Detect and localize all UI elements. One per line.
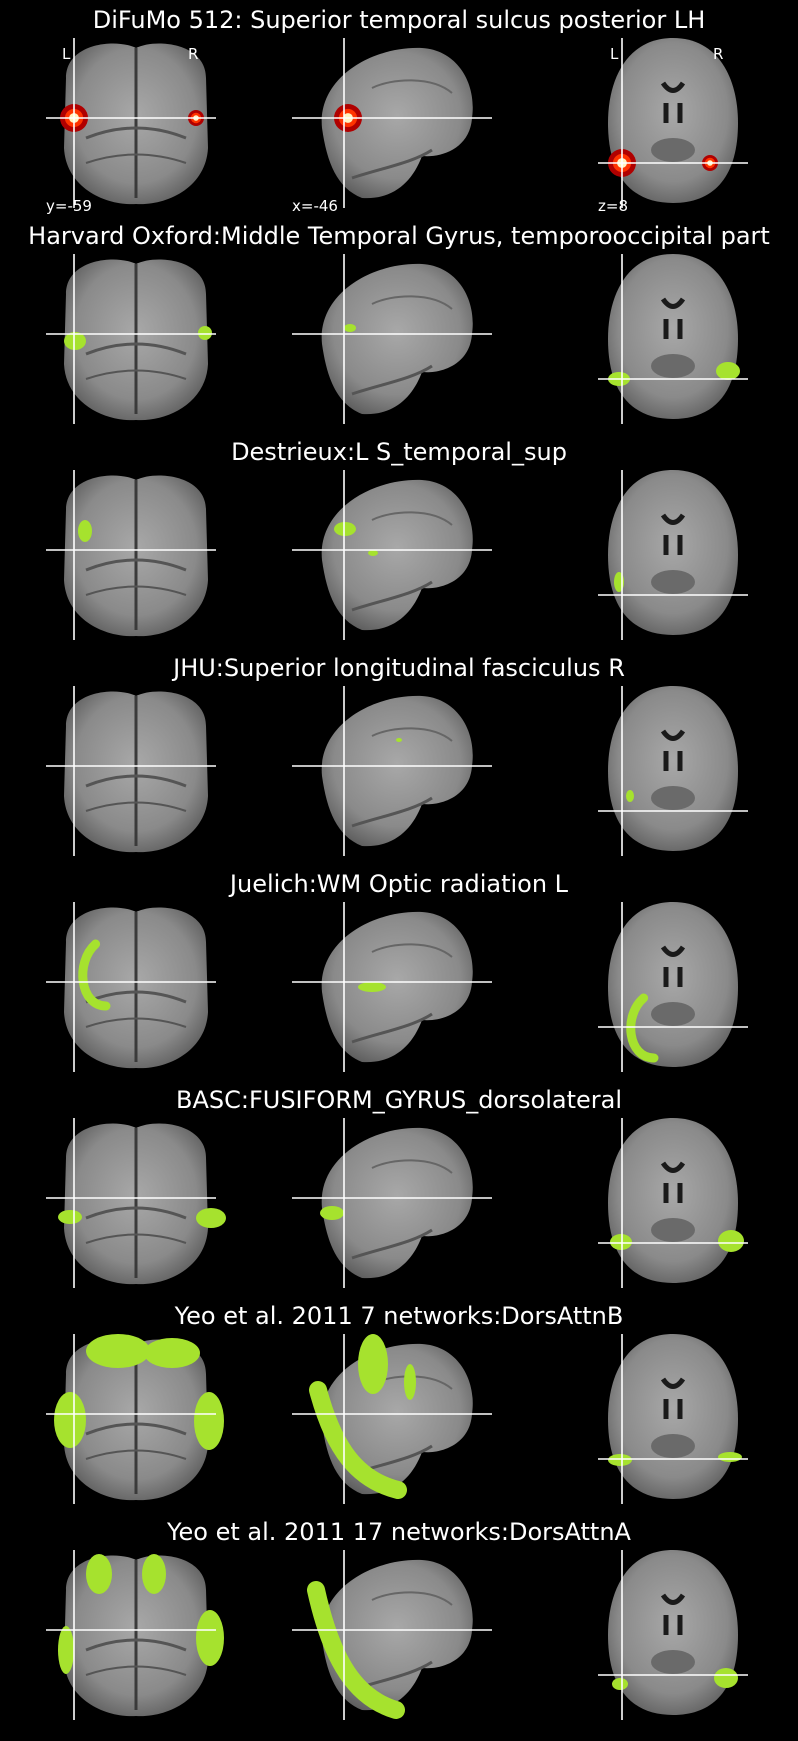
brain-outline <box>321 695 473 847</box>
axial-slice <box>598 1550 748 1720</box>
atlas-region <box>196 1208 226 1228</box>
panel-title: DiFuMo 512: Superior temporal sulcus pos… <box>92 6 706 34</box>
atlas-region <box>368 550 378 556</box>
brain-outline <box>608 902 738 1067</box>
brain-outline <box>608 1118 738 1283</box>
axial-slice <box>598 902 748 1072</box>
coronal-slice <box>46 902 216 1072</box>
sagittal-slice <box>292 1550 492 1720</box>
coronal-slice <box>46 686 216 856</box>
atlas-region <box>718 1452 742 1462</box>
cut-coordinate-label: y=-59 <box>46 197 92 215</box>
sagittal-slice <box>292 470 492 640</box>
atlas-region <box>58 1210 82 1224</box>
brain-outline <box>608 1334 738 1499</box>
brain-outline <box>321 1127 473 1279</box>
orientation-label: R <box>188 45 199 63</box>
atlas-region <box>358 1334 388 1394</box>
coronal-slice <box>46 1118 226 1288</box>
brain-outline <box>321 911 473 1063</box>
sagittal-slice <box>292 902 492 1072</box>
panel-title: Juelich:WM Optic radiation L <box>229 870 569 898</box>
atlas-region <box>142 1554 166 1594</box>
axial-slice <box>598 254 748 424</box>
brain-outline <box>321 263 473 415</box>
panel-title: Destrieux:L S_temporal_sup <box>231 438 567 466</box>
atlas-region <box>78 520 92 542</box>
cut-coordinate-label: x=-46 <box>292 197 338 215</box>
panel-title: Yeo et al. 2011 17 networks:DorsAttnA <box>167 1518 631 1546</box>
panel-title: Yeo et al. 2011 7 networks:DorsAttnB <box>174 1302 624 1330</box>
coronal-slice <box>46 470 216 640</box>
atlas-region <box>196 1610 224 1666</box>
atlas-region <box>86 1554 112 1594</box>
brain-outline <box>321 47 473 199</box>
orientation-label: L <box>62 45 71 63</box>
coronal-slice <box>46 254 216 424</box>
cut-coordinate-label: z=8 <box>598 197 628 215</box>
atlas-region <box>86 1334 150 1368</box>
atlas-region <box>714 1668 738 1688</box>
sagittal-slice <box>292 1118 492 1288</box>
atlas-region <box>54 1392 86 1448</box>
atlas-region <box>358 982 386 992</box>
atlas-region <box>404 1364 416 1400</box>
atlas-region <box>320 1206 344 1220</box>
sagittal-slice <box>292 254 492 424</box>
panel-title: JHU:Superior longitudinal fasciculus R <box>173 654 625 682</box>
panel-title: Harvard Oxford:Middle Temporal Gyrus, te… <box>28 222 770 250</box>
atlas-region <box>626 790 634 802</box>
atlas-region <box>718 1230 744 1252</box>
axial-slice <box>598 1334 748 1504</box>
brain-outline <box>608 254 738 419</box>
axial-slice <box>598 1118 748 1288</box>
atlas-region <box>198 326 212 340</box>
atlas-region <box>309 1381 407 1499</box>
atlas-region <box>334 522 356 536</box>
brain-outline <box>321 479 473 631</box>
axial-slice <box>598 470 748 640</box>
orientation-label: R <box>713 45 724 63</box>
brain-outline <box>321 1343 473 1495</box>
coronal-slice <box>46 1334 224 1504</box>
brain-outline <box>608 1550 738 1715</box>
atlas-region <box>610 1234 632 1250</box>
sagittal-slice <box>292 38 492 208</box>
panel-title: BASC:FUSIFORM_GYRUS_dorsolateral <box>175 1086 623 1114</box>
brain-outline <box>321 1559 473 1711</box>
atlas-region <box>194 1392 224 1450</box>
coronal-slice <box>46 38 216 208</box>
axial-slice <box>598 686 748 856</box>
brain-outline <box>608 686 738 851</box>
atlas-region <box>716 362 740 380</box>
atlas-region <box>144 1338 200 1368</box>
brain-outline <box>608 470 738 635</box>
coronal-slice <box>46 1550 224 1720</box>
atlas-region <box>626 993 659 1063</box>
atlas-region <box>612 1678 628 1690</box>
atlas-region <box>608 1454 632 1466</box>
sagittal-slice <box>292 1334 492 1504</box>
orientation-label: L <box>610 45 619 63</box>
atlas-region <box>64 332 86 350</box>
atlas-region <box>58 1626 74 1674</box>
sagittal-slice <box>292 686 492 856</box>
atlas-region <box>307 1581 405 1719</box>
axial-slice <box>598 38 748 208</box>
atlas-region <box>396 738 402 742</box>
atlas-region <box>344 324 356 332</box>
